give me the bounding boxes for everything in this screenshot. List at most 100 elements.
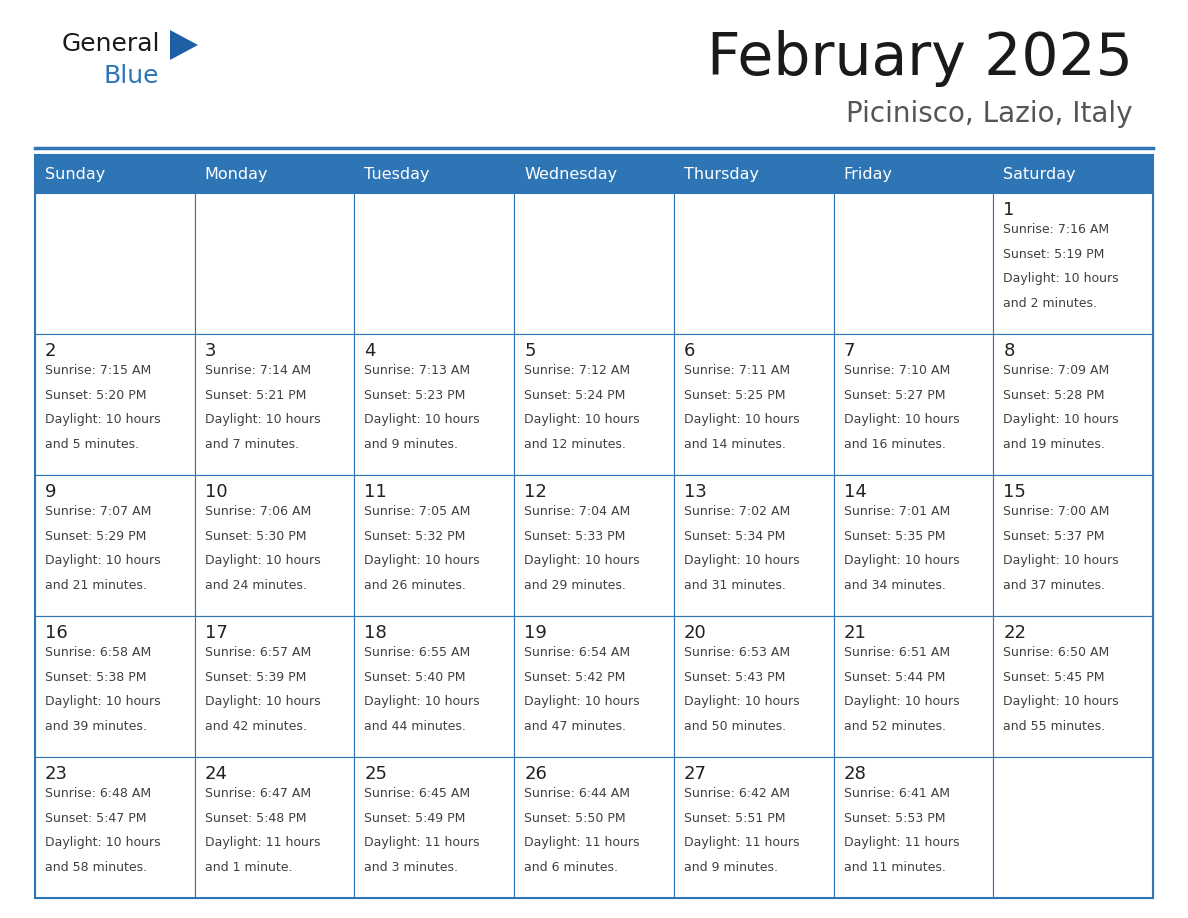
Text: and 6 minutes.: and 6 minutes. <box>524 861 618 874</box>
Bar <box>514 334 674 475</box>
Text: Sunrise: 7:14 AM: Sunrise: 7:14 AM <box>204 364 311 377</box>
Text: Sunrise: 7:12 AM: Sunrise: 7:12 AM <box>524 364 631 377</box>
Text: and 5 minutes.: and 5 minutes. <box>45 438 139 451</box>
Text: 21: 21 <box>843 624 866 642</box>
Text: and 29 minutes.: and 29 minutes. <box>524 579 626 592</box>
Text: Daylight: 10 hours: Daylight: 10 hours <box>45 836 160 849</box>
Text: 4: 4 <box>365 342 375 360</box>
Text: 5: 5 <box>524 342 536 360</box>
Text: Daylight: 10 hours: Daylight: 10 hours <box>204 695 321 709</box>
Text: Sunset: 5:30 PM: Sunset: 5:30 PM <box>204 530 307 543</box>
Bar <box>993 155 1154 193</box>
Bar <box>195 155 354 193</box>
Text: Sunset: 5:47 PM: Sunset: 5:47 PM <box>45 812 146 824</box>
Text: Sunset: 5:48 PM: Sunset: 5:48 PM <box>204 812 307 824</box>
Text: 26: 26 <box>524 765 546 783</box>
Text: Tuesday: Tuesday <box>365 167 430 183</box>
Text: and 47 minutes.: and 47 minutes. <box>524 720 626 733</box>
Text: Sunrise: 7:15 AM: Sunrise: 7:15 AM <box>45 364 151 377</box>
Text: and 37 minutes.: and 37 minutes. <box>1004 579 1105 592</box>
Text: Sunset: 5:25 PM: Sunset: 5:25 PM <box>684 388 785 402</box>
Text: Daylight: 10 hours: Daylight: 10 hours <box>204 413 321 426</box>
Text: and 52 minutes.: and 52 minutes. <box>843 720 946 733</box>
Text: Sunrise: 7:06 AM: Sunrise: 7:06 AM <box>204 505 311 518</box>
Text: 8: 8 <box>1004 342 1015 360</box>
Text: 25: 25 <box>365 765 387 783</box>
Bar <box>354 155 514 193</box>
Bar <box>834 193 993 334</box>
Bar <box>354 757 514 898</box>
Text: Sunset: 5:29 PM: Sunset: 5:29 PM <box>45 530 146 543</box>
Bar <box>514 757 674 898</box>
Bar <box>514 475 674 616</box>
Text: Sunset: 5:50 PM: Sunset: 5:50 PM <box>524 812 626 824</box>
Text: Friday: Friday <box>843 167 892 183</box>
Text: Daylight: 10 hours: Daylight: 10 hours <box>524 695 640 709</box>
Bar <box>195 757 354 898</box>
Bar <box>514 155 674 193</box>
Text: Daylight: 10 hours: Daylight: 10 hours <box>204 554 321 567</box>
Text: and 9 minutes.: and 9 minutes. <box>684 861 778 874</box>
Bar <box>34 475 195 616</box>
Text: Sunset: 5:39 PM: Sunset: 5:39 PM <box>204 671 307 684</box>
Text: Daylight: 10 hours: Daylight: 10 hours <box>45 554 160 567</box>
Text: Sunrise: 6:54 AM: Sunrise: 6:54 AM <box>524 646 631 659</box>
Text: and 31 minutes.: and 31 minutes. <box>684 579 785 592</box>
Text: Daylight: 10 hours: Daylight: 10 hours <box>45 413 160 426</box>
Text: Sunrise: 7:07 AM: Sunrise: 7:07 AM <box>45 505 151 518</box>
Text: 22: 22 <box>1004 624 1026 642</box>
Bar <box>34 193 195 334</box>
Bar <box>195 193 354 334</box>
Text: Sunset: 5:28 PM: Sunset: 5:28 PM <box>1004 388 1105 402</box>
Text: Sunrise: 7:13 AM: Sunrise: 7:13 AM <box>365 364 470 377</box>
Text: and 14 minutes.: and 14 minutes. <box>684 438 785 451</box>
Text: Sunrise: 6:42 AM: Sunrise: 6:42 AM <box>684 787 790 800</box>
Text: Sunrise: 7:11 AM: Sunrise: 7:11 AM <box>684 364 790 377</box>
Text: Sunset: 5:53 PM: Sunset: 5:53 PM <box>843 812 946 824</box>
Text: Blue: Blue <box>105 64 159 88</box>
Text: Sunset: 5:40 PM: Sunset: 5:40 PM <box>365 671 466 684</box>
Text: Sunset: 5:21 PM: Sunset: 5:21 PM <box>204 388 307 402</box>
Text: 1: 1 <box>1004 201 1015 219</box>
Text: Sunrise: 6:44 AM: Sunrise: 6:44 AM <box>524 787 630 800</box>
Text: Daylight: 10 hours: Daylight: 10 hours <box>843 695 959 709</box>
Text: Sunset: 5:24 PM: Sunset: 5:24 PM <box>524 388 626 402</box>
Text: 14: 14 <box>843 483 866 501</box>
Text: Daylight: 11 hours: Daylight: 11 hours <box>524 836 639 849</box>
Text: 20: 20 <box>684 624 707 642</box>
Bar <box>834 616 993 757</box>
Bar <box>195 334 354 475</box>
Bar <box>195 616 354 757</box>
Text: 6: 6 <box>684 342 695 360</box>
Text: Sunrise: 6:45 AM: Sunrise: 6:45 AM <box>365 787 470 800</box>
Bar <box>993 757 1154 898</box>
Text: Sunrise: 6:55 AM: Sunrise: 6:55 AM <box>365 646 470 659</box>
Text: Picinisco, Lazio, Italy: Picinisco, Lazio, Italy <box>847 100 1133 128</box>
Text: Daylight: 10 hours: Daylight: 10 hours <box>365 554 480 567</box>
Text: Daylight: 10 hours: Daylight: 10 hours <box>1004 413 1119 426</box>
Text: and 2 minutes.: and 2 minutes. <box>1004 297 1098 310</box>
Text: Monday: Monday <box>204 167 268 183</box>
Text: and 1 minute.: and 1 minute. <box>204 861 292 874</box>
Text: 10: 10 <box>204 483 227 501</box>
Text: 17: 17 <box>204 624 228 642</box>
Bar <box>674 616 834 757</box>
Bar <box>354 616 514 757</box>
Text: Sunrise: 6:58 AM: Sunrise: 6:58 AM <box>45 646 151 659</box>
Text: Thursday: Thursday <box>684 167 759 183</box>
Text: Sunrise: 6:48 AM: Sunrise: 6:48 AM <box>45 787 151 800</box>
Text: Sunrise: 6:57 AM: Sunrise: 6:57 AM <box>204 646 311 659</box>
Text: Sunrise: 7:05 AM: Sunrise: 7:05 AM <box>365 505 470 518</box>
Bar <box>354 334 514 475</box>
Text: and 21 minutes.: and 21 minutes. <box>45 579 147 592</box>
Text: 18: 18 <box>365 624 387 642</box>
Text: and 39 minutes.: and 39 minutes. <box>45 720 147 733</box>
Text: Daylight: 10 hours: Daylight: 10 hours <box>524 554 640 567</box>
Text: Sunset: 5:27 PM: Sunset: 5:27 PM <box>843 388 946 402</box>
Text: and 34 minutes.: and 34 minutes. <box>843 579 946 592</box>
Bar <box>354 475 514 616</box>
Bar <box>674 193 834 334</box>
Text: Daylight: 10 hours: Daylight: 10 hours <box>45 695 160 709</box>
Text: and 26 minutes.: and 26 minutes. <box>365 579 467 592</box>
Text: and 12 minutes.: and 12 minutes. <box>524 438 626 451</box>
